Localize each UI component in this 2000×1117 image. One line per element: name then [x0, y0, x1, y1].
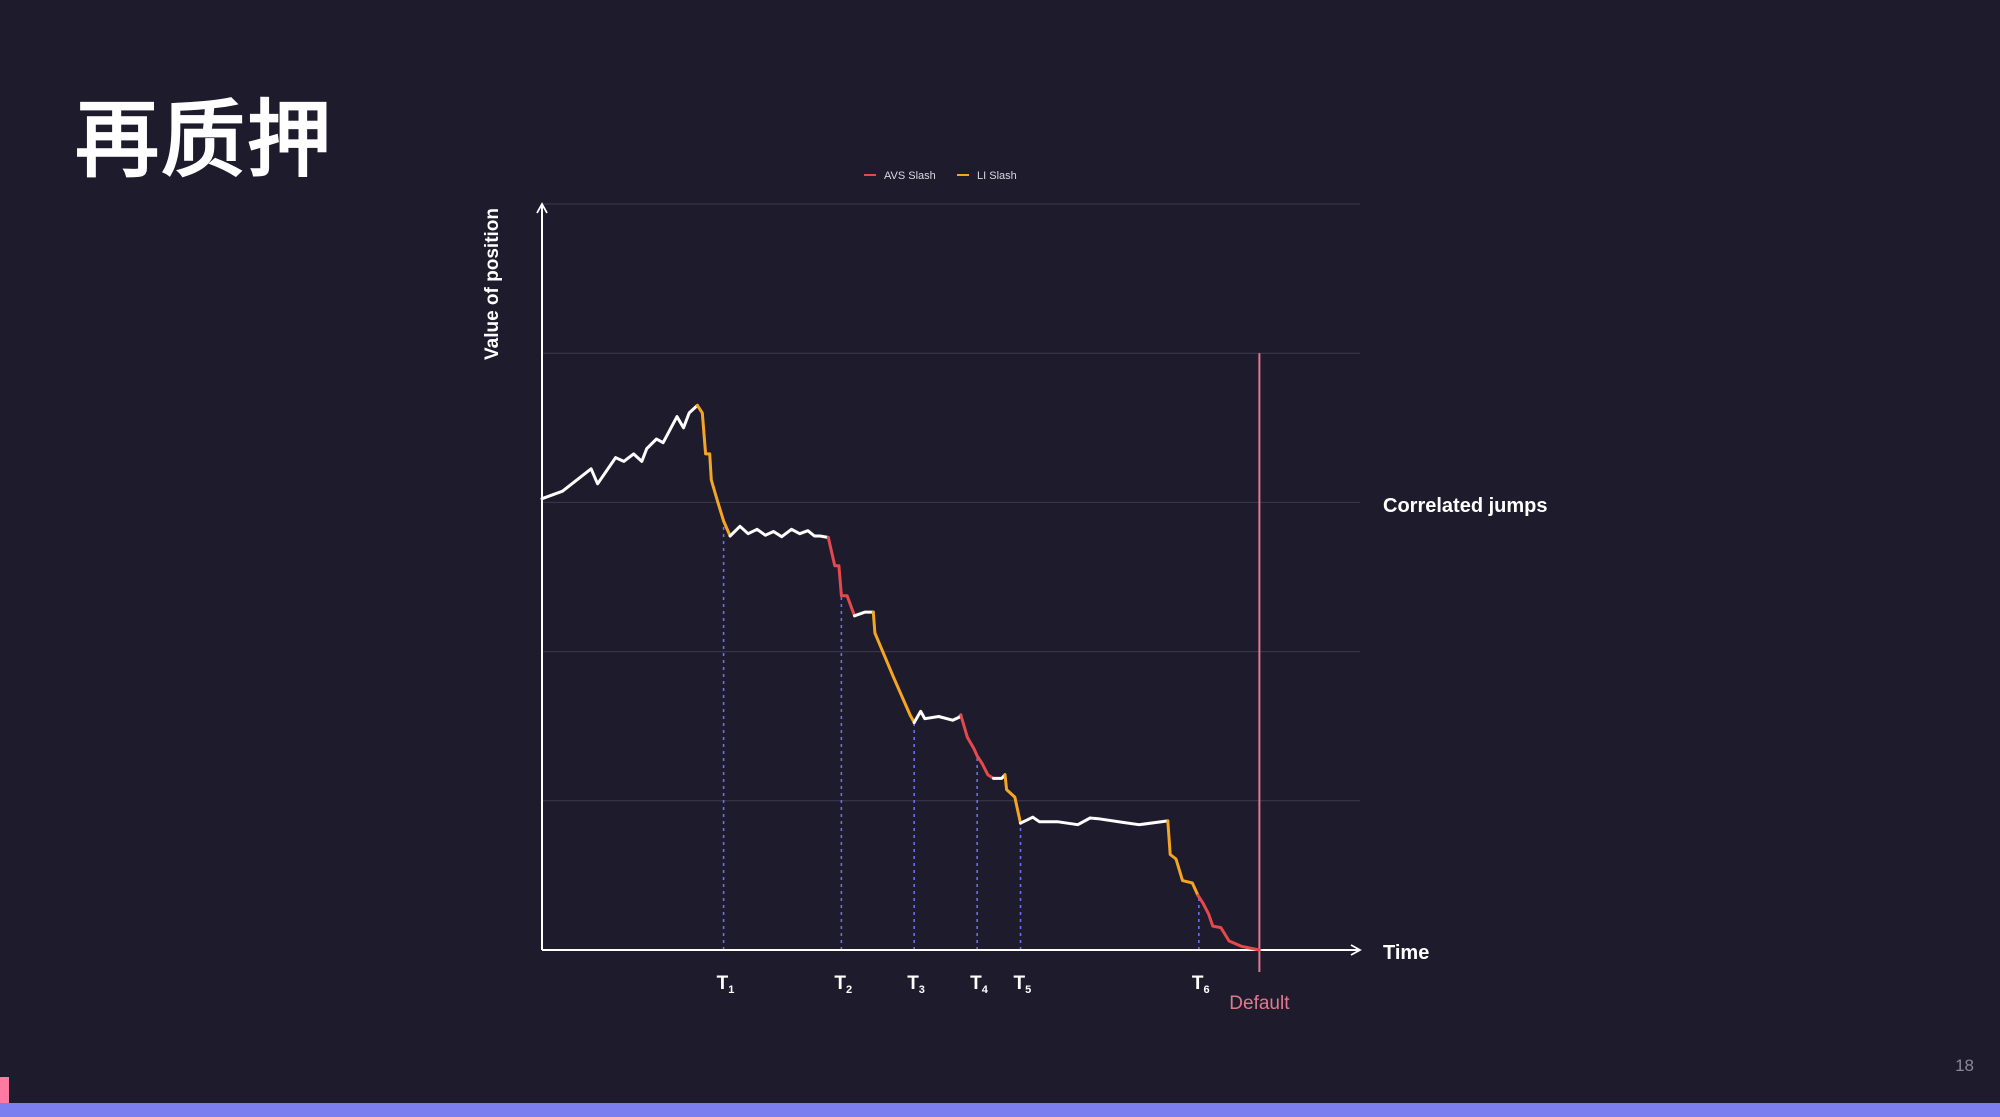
tick-label-t1: T1 — [717, 973, 735, 996]
series-segment-normal-8 — [992, 773, 1007, 780]
correlated-jumps-label: Correlated jumps — [1383, 495, 1547, 517]
x-axis-label: Time — [1383, 942, 1429, 964]
footer-bar — [0, 1103, 2000, 1117]
series-group — [540, 403, 1261, 952]
tick-label-t4: T4 — [970, 973, 989, 996]
tick-label-t6: T6 — [1192, 973, 1210, 996]
series-segment-lst-9 — [1003, 773, 1022, 825]
legend-label-avs: AVS Slash — [884, 170, 936, 182]
legend: AVS Slash LI Slash — [864, 170, 1017, 182]
series-segment-normal-6 — [912, 709, 963, 724]
series-segment-avs-12 — [1196, 894, 1261, 952]
tick-label-t2: T2 — [834, 973, 852, 996]
slide-title: 再质押 — [75, 90, 334, 189]
series-segment-normal-10 — [1019, 815, 1170, 827]
tick-label-t5: T5 — [1014, 973, 1032, 996]
series-segment-lst-1 — [695, 403, 732, 538]
footer-accent — [0, 1077, 9, 1103]
series-segment-normal-0 — [540, 403, 699, 501]
axes — [536, 202, 1362, 956]
series-segment-lst-5 — [871, 610, 916, 724]
series-segment-normal-2 — [728, 524, 830, 539]
legend-label-lst: LI Slash — [977, 170, 1017, 182]
series-segment-lst-11 — [1166, 819, 1200, 897]
default-label: Default — [1229, 993, 1290, 1014]
series-segment-avs-3 — [826, 536, 856, 618]
tick-label-t3: T3 — [907, 973, 925, 996]
series-segment-avs-7 — [959, 713, 995, 780]
y-axis-label: Value of position — [482, 208, 503, 360]
tick-labels: T1 T2 T3 T4 T5 T6 — [717, 973, 1210, 996]
page-number: 18 — [1955, 1056, 1974, 1075]
event-lines — [722, 521, 1200, 950]
series-segment-normal-4 — [853, 610, 875, 618]
gridlines — [542, 203, 1360, 802]
